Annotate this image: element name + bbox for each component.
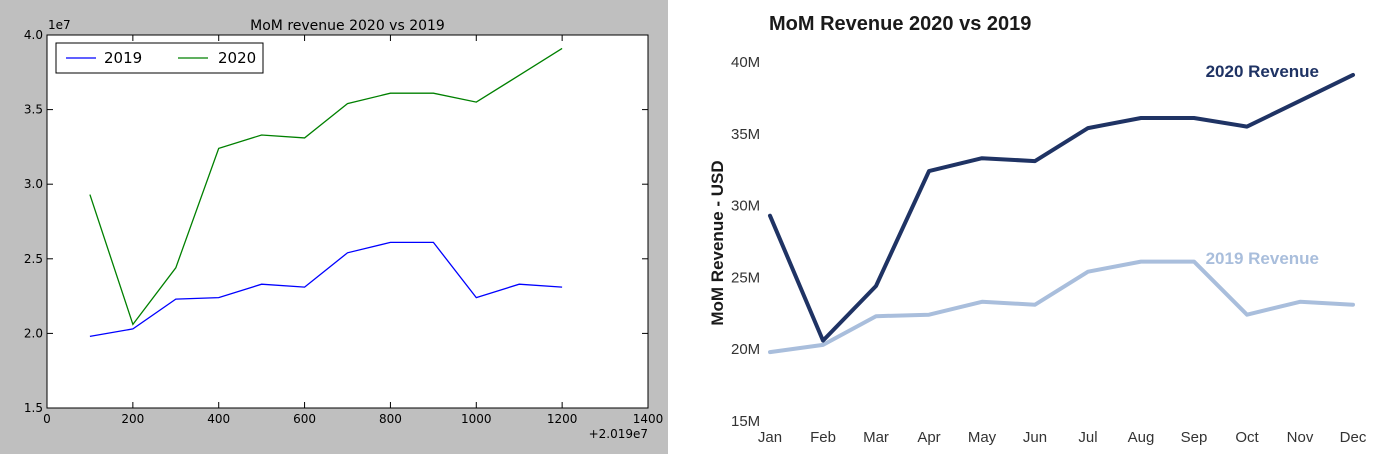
left-series-line-2020 bbox=[89, 47, 563, 326]
left-series-line-2019 bbox=[89, 241, 563, 338]
left-y-tick-label: 2.5 bbox=[24, 252, 43, 266]
left-y-tick-label: 4.0 bbox=[24, 28, 43, 42]
right-x-tick-label: Oct bbox=[1235, 429, 1259, 446]
left-x-offset-label: +2.019e7 bbox=[589, 427, 648, 441]
left-x-tick-label: 800 bbox=[379, 412, 402, 426]
right-x-tick-label: Apr bbox=[917, 429, 940, 446]
right-x-tick-label: Feb bbox=[810, 429, 836, 446]
right-series-line-2020-revenue bbox=[768, 72, 1355, 343]
left-series-lines bbox=[89, 47, 563, 338]
right-series-lines bbox=[768, 72, 1355, 355]
right-x-tick-label: Jan bbox=[758, 429, 782, 446]
right-x-tick-label: Dec bbox=[1340, 429, 1367, 446]
left-x-tick-label: 400 bbox=[207, 412, 230, 426]
legend-label-2020: 2020 bbox=[218, 49, 256, 67]
left-x-tick-label: 200 bbox=[121, 412, 144, 426]
left-chart-svg: MoM revenue 2020 vs 2019 1e7 +2.019e7 0 2… bbox=[24, 18, 663, 441]
left-x-tick-label: 0 bbox=[43, 412, 51, 426]
left-x-tick-label: 1200 bbox=[547, 412, 578, 426]
left-y-tick-label: 3.5 bbox=[24, 103, 43, 117]
right-y-tick-label: 15M bbox=[731, 413, 760, 430]
right-chart: MoM Revenue 2020 vs 2019 MoM Revenue - U… bbox=[680, 0, 1400, 468]
series-label-2019-revenue: 2019 Revenue bbox=[1206, 249, 1319, 268]
right-y-tick-label: 20M bbox=[731, 341, 760, 358]
right-x-tick-label: Nov bbox=[1287, 429, 1314, 446]
left-plot-area bbox=[46, 34, 649, 409]
left-y-tick-label: 3.0 bbox=[24, 177, 43, 191]
right-x-tick-label: Aug bbox=[1128, 429, 1155, 446]
left-y-offset-label: 1e7 bbox=[48, 18, 71, 32]
right-y-tick-label: 30M bbox=[731, 198, 760, 215]
right-x-tick-label: Jun bbox=[1023, 429, 1047, 446]
left-x-tick-label: 600 bbox=[293, 412, 316, 426]
right-y-axis-label: MoM Revenue - USD bbox=[708, 160, 727, 325]
left-chart: MoM revenue 2020 vs 2019 1e7 +2.019e7 0 2… bbox=[0, 0, 668, 454]
right-chart-title: MoM Revenue 2020 vs 2019 bbox=[769, 13, 1031, 35]
right-y-tick-label: 25M bbox=[731, 269, 760, 286]
right-axis-ticks: Jan Feb Mar Apr May Jun Jul Aug Sep Oct Nov Dec 15M 2… bbox=[731, 54, 1367, 446]
right-x-tick-label: Jul bbox=[1078, 429, 1097, 446]
right-y-tick-label: 35M bbox=[731, 126, 760, 143]
legend-label-2019: 2019 bbox=[104, 49, 142, 67]
left-axis-ticks: 0 200 400 600 800 1000 1200 1400 1.5 2.0 2.5 3.0 3.5… bbox=[24, 28, 663, 426]
left-y-tick-label: 2.0 bbox=[24, 326, 43, 340]
left-legend: 2019 2020 bbox=[55, 42, 264, 74]
right-x-tick-label: Sep bbox=[1181, 429, 1208, 446]
right-y-tick-label: 40M bbox=[731, 54, 760, 71]
left-y-tick-label: 1.5 bbox=[24, 401, 43, 415]
left-x-tick-label: 1000 bbox=[461, 412, 492, 426]
right-x-tick-label: Mar bbox=[863, 429, 889, 446]
right-series-line-2019-revenue bbox=[768, 259, 1355, 355]
right-x-tick-label: May bbox=[968, 429, 997, 446]
series-label-2020-revenue: 2020 Revenue bbox=[1206, 62, 1319, 81]
left-chart-title: MoM revenue 2020 vs 2019 bbox=[250, 18, 445, 34]
left-x-tick-label: 1400 bbox=[633, 412, 664, 426]
right-chart-svg: MoM Revenue 2020 vs 2019 MoM Revenue - U… bbox=[708, 13, 1367, 446]
